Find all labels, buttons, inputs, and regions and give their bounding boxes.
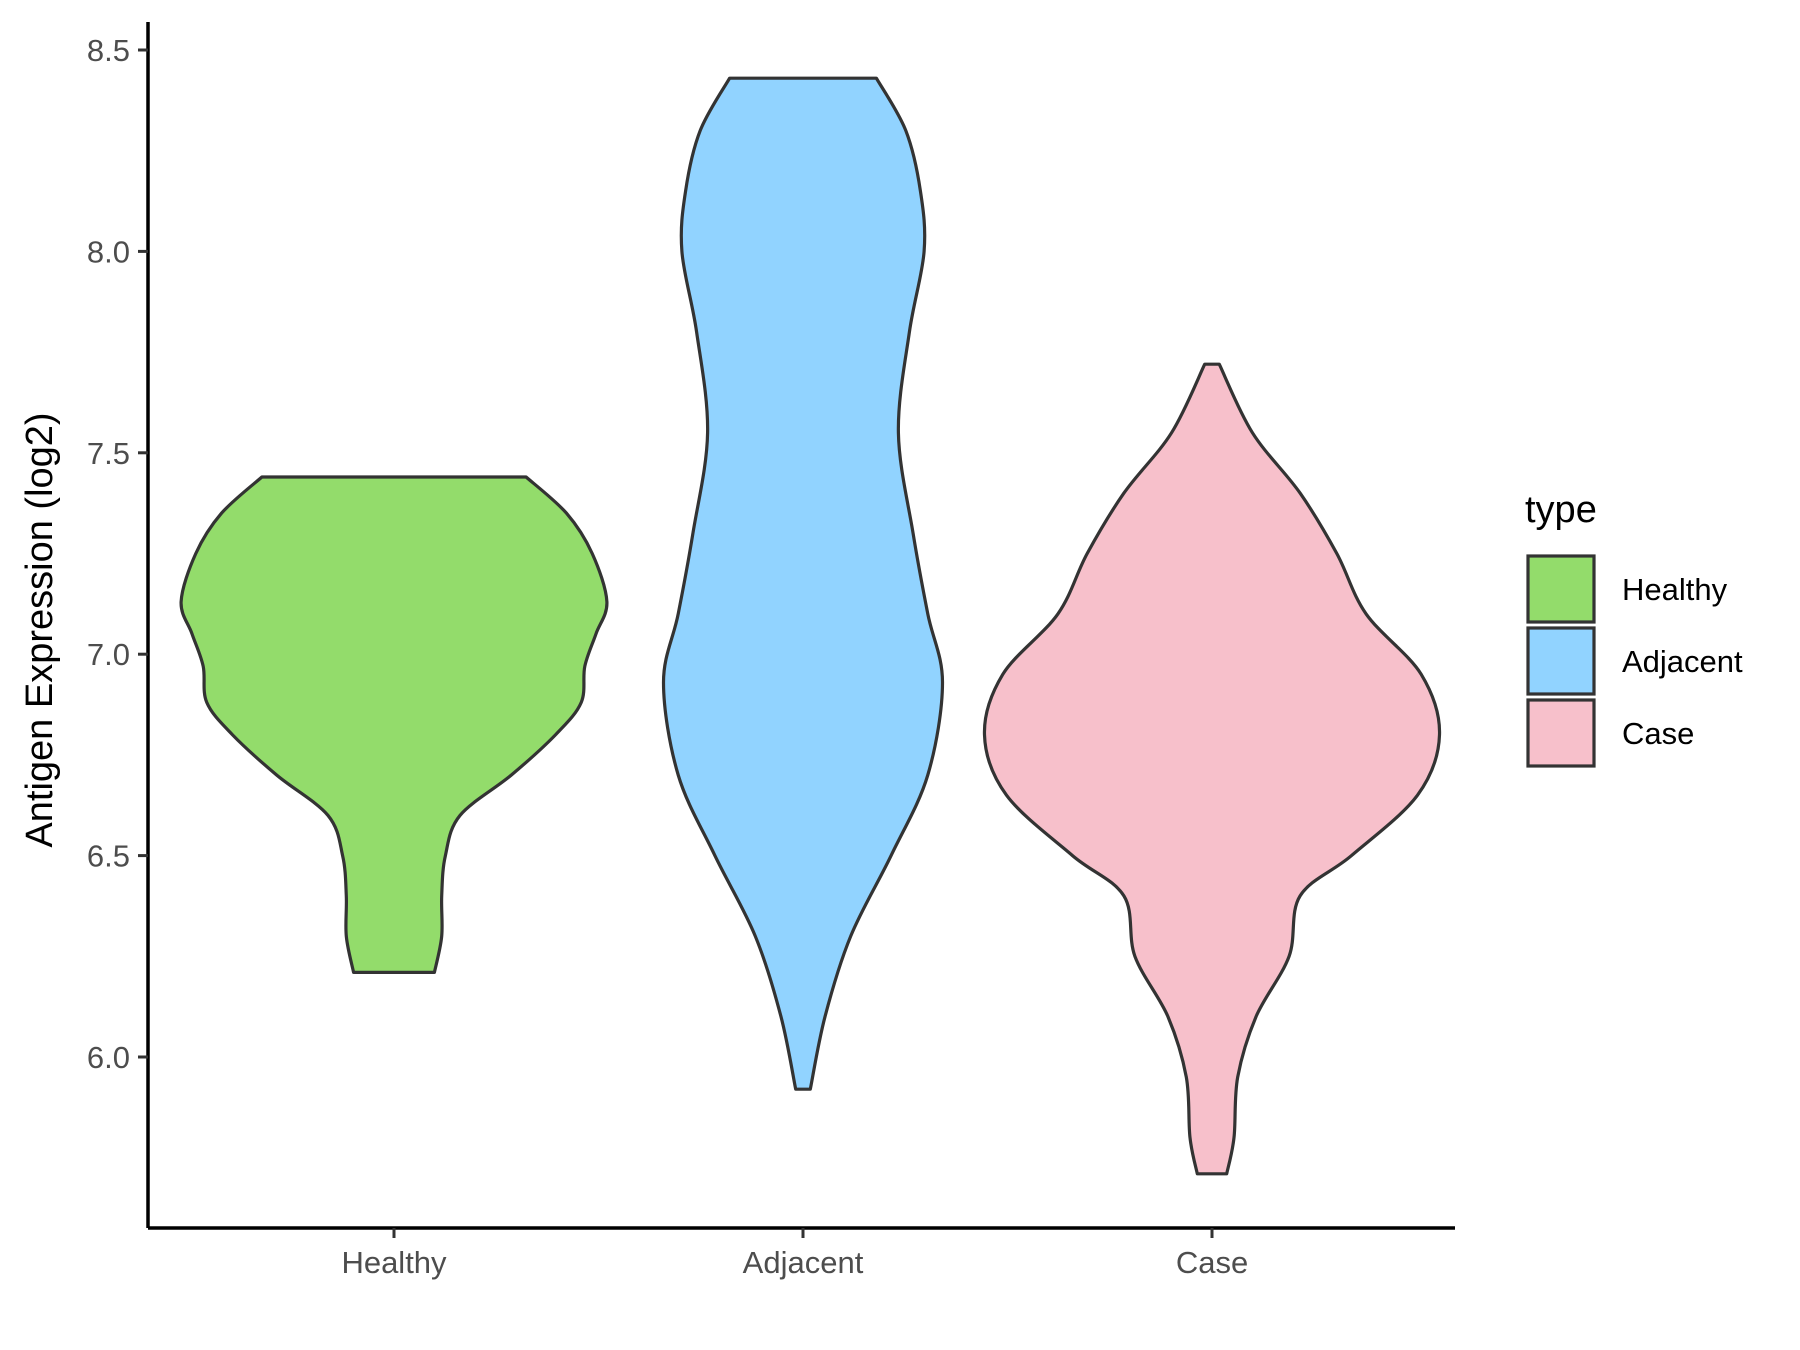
y-tick-label: 6.0	[87, 1040, 130, 1075]
legend-label: Healthy	[1622, 572, 1728, 607]
y-tick-label: 8.0	[87, 234, 130, 269]
legend: type Healthy Adjacent Case	[1525, 489, 1743, 768]
legend-label: Adjacent	[1622, 644, 1743, 679]
x-tick-label: Healthy	[341, 1245, 447, 1280]
violin-case	[982, 362, 1442, 1176]
y-tick-label: 7.5	[87, 436, 130, 471]
y-axis: 6.0 6.5 7.0 7.5 8.0 8.5	[87, 22, 150, 1228]
x-tick-label: Adjacent	[743, 1245, 864, 1280]
y-tick-label: 6.5	[87, 839, 130, 874]
legend-label: Case	[1622, 716, 1694, 751]
legend-title: type	[1525, 489, 1597, 531]
x-tick-label: Case	[1176, 1245, 1248, 1280]
y-tick-label: 7.0	[87, 637, 130, 672]
y-axis-title: Antigen Expression (log2)	[19, 412, 61, 847]
legend-swatch-case	[1526, 698, 1596, 768]
y-tick-label: 8.5	[87, 33, 130, 68]
legend-swatch-adjacent	[1526, 626, 1596, 696]
violin-adjacent	[661, 76, 945, 1091]
violin-healthy	[179, 475, 609, 974]
violin-layer	[179, 76, 1442, 1176]
x-axis: Healthy Adjacent Case	[148, 1226, 1455, 1280]
legend-swatch-healthy	[1526, 554, 1596, 624]
